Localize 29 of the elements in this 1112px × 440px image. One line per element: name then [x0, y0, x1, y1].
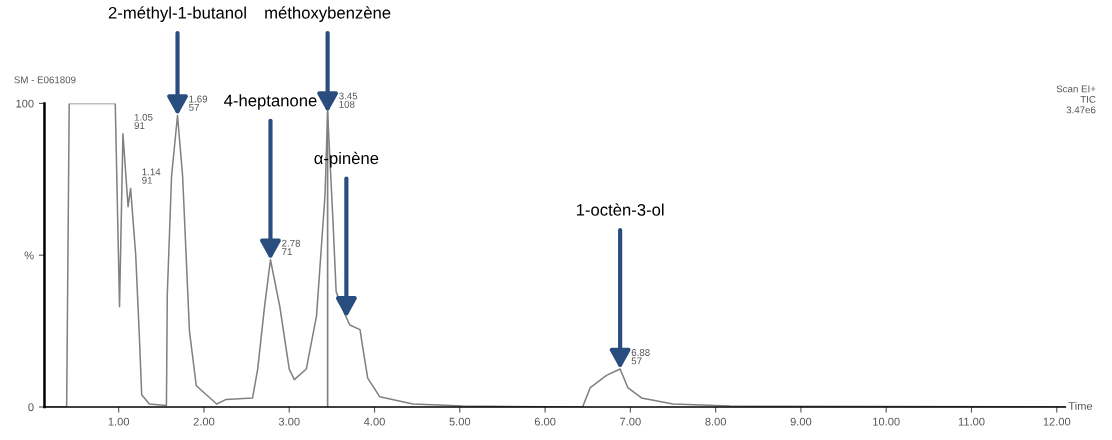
annotation: 1-octèn-3-ol — [576, 203, 664, 216]
annotation: 4-heptanone — [224, 94, 317, 110]
x-tick-label: 12.00 — [1043, 417, 1071, 426]
x-tick-label: 1.00 — [108, 417, 130, 426]
x-axis-title: Time — [1068, 401, 1093, 410]
text: SM - E061809 — [14, 76, 76, 84]
annotation: 1.05 91 — [134, 113, 153, 130]
annotation: 1.14 91 — [142, 168, 161, 184]
annotation: 3.45 108 — [339, 92, 358, 108]
x-tick-label: 4.00 — [363, 417, 385, 426]
y-tick-label: 0 — [28, 403, 34, 412]
x-tick-label: 7.00 — [620, 417, 641, 426]
x-tick-label: 5.00 — [449, 417, 471, 426]
y-tick-label: 100 — [16, 99, 34, 108]
x-tick-label: 2.00 — [193, 417, 215, 426]
annotation: 2-méthyl-1-butanol — [108, 6, 246, 22]
x-tick-label: 10.00 — [873, 417, 900, 426]
annotation: 6.88 57 — [631, 349, 650, 365]
annotation: 2.78 71 — [282, 239, 301, 255]
annotation: Scan EI+ TIC 3.47e6 — [1056, 85, 1096, 114]
annotation: α-pinène — [314, 151, 379, 168]
x-tick-label: 9.00 — [790, 417, 812, 426]
x-tick-label: 8.00 — [705, 417, 727, 426]
annotation: 1.69 57 — [189, 95, 208, 111]
x-tick-label: 11.00 — [958, 417, 985, 426]
y-tick-label: % — [24, 251, 34, 260]
x-tick-label: 6.00 — [534, 417, 556, 426]
annotation: méthoxybenzène — [265, 6, 391, 22]
x-tick-label: 3.00 — [278, 417, 300, 426]
